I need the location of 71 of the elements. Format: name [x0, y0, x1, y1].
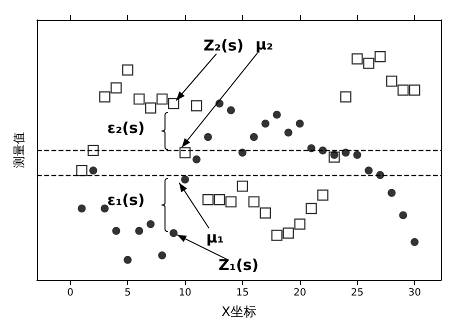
point [399, 211, 408, 220]
x-tick-label: 5 [124, 288, 131, 298]
x-tick-label: 25 [350, 288, 364, 298]
point [100, 204, 109, 213]
point [236, 180, 248, 192]
point [386, 76, 398, 87]
point [135, 226, 144, 235]
x-tick-label: 10 [178, 288, 192, 298]
point [238, 148, 246, 157]
point [190, 100, 202, 112]
y-axis-title: 测量值 [12, 132, 26, 168]
point [168, 98, 180, 110]
point [214, 194, 226, 206]
annotation: ε₁(s) [107, 191, 145, 209]
point [99, 91, 110, 102]
annotation: ε₂(s) [107, 119, 145, 137]
point [122, 64, 134, 76]
point [284, 128, 292, 137]
x-tick-label: 30 [408, 288, 421, 298]
point [272, 110, 281, 119]
point [170, 229, 178, 238]
point [317, 190, 328, 201]
point [250, 133, 258, 142]
point [192, 155, 201, 164]
point [296, 120, 304, 128]
point [204, 133, 212, 142]
point [352, 53, 363, 64]
point [78, 204, 86, 213]
x-tick-label: 20 [293, 288, 306, 298]
point [294, 218, 306, 230]
point [179, 147, 191, 158]
x-tick-label: 0 [67, 288, 74, 298]
point [89, 166, 98, 175]
point [248, 196, 260, 208]
point [124, 256, 132, 264]
point [306, 202, 317, 214]
x-axis-title: X坐标 [222, 305, 256, 320]
point [409, 84, 420, 96]
point [76, 164, 88, 176]
point [134, 93, 145, 105]
point [374, 51, 386, 62]
point [226, 106, 235, 114]
point [110, 82, 122, 94]
point [261, 120, 270, 128]
point [88, 144, 99, 156]
point [225, 196, 237, 208]
point [271, 230, 282, 241]
point [146, 220, 155, 228]
point [363, 58, 374, 69]
point [158, 251, 166, 260]
point [181, 175, 190, 184]
point [330, 150, 338, 159]
point [202, 194, 214, 206]
annotation: Z₁(s) [218, 256, 259, 274]
point [260, 207, 271, 219]
point [342, 148, 350, 157]
point [398, 84, 409, 96]
point [388, 188, 396, 197]
annotation: μ₂ [256, 35, 274, 54]
point [156, 93, 168, 105]
x-tick-label: 15 [236, 288, 249, 298]
point [145, 102, 156, 114]
point [353, 150, 362, 159]
point [364, 166, 373, 175]
point [112, 226, 120, 235]
annotation: μ₁ [206, 228, 224, 246]
point [410, 238, 419, 246]
point [307, 144, 316, 152]
annotation: Z₂(s) [204, 36, 244, 55]
point [282, 227, 294, 239]
point [340, 91, 352, 102]
